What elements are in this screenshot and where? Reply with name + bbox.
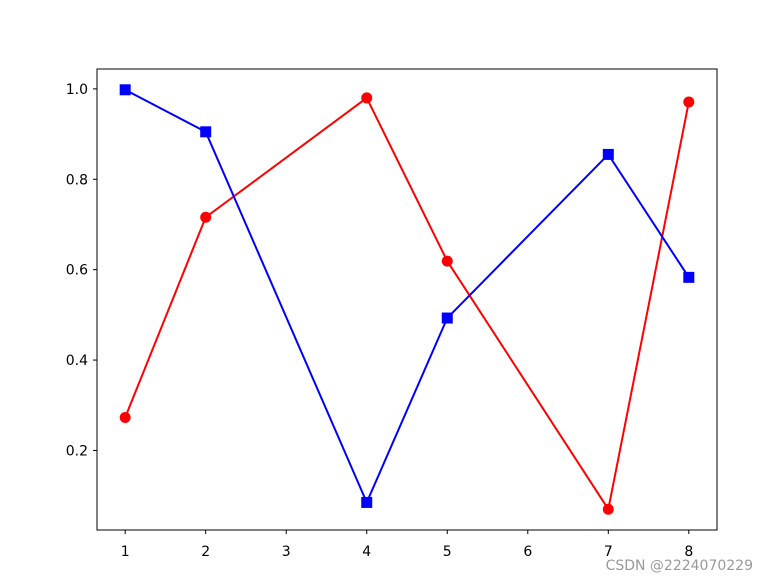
y-tick-label: 0.4 [66,353,88,369]
x-tick-label: 3 [282,544,291,560]
marker [683,96,695,108]
watermark: CSDN @2224070229 [606,558,753,574]
marker [361,92,373,104]
marker [119,84,131,96]
marker [441,312,453,324]
y-tick-label: 0.8 [66,172,88,188]
series-line [124,96,690,512]
marker [119,411,131,423]
marker [200,126,212,138]
y-tick-label: 0.2 [66,443,88,459]
x-tick-label: 6 [523,544,532,560]
x-tick-label: 1 [121,544,130,560]
series-line [124,88,690,505]
marker [602,148,614,160]
x-tick-label: 7 [604,544,613,560]
marker [441,255,453,267]
marker [683,271,695,283]
marker [602,503,614,515]
y-tick-label: 0.6 [66,263,88,279]
y-tick-label: 1.0 [66,82,88,98]
x-tick-label: 8 [684,544,693,560]
x-tick-label: 2 [201,544,210,560]
marker [361,496,373,508]
plot-frame [96,68,718,531]
x-tick-label: 4 [362,544,371,560]
marker [200,211,212,223]
x-tick-label: 5 [443,544,452,560]
